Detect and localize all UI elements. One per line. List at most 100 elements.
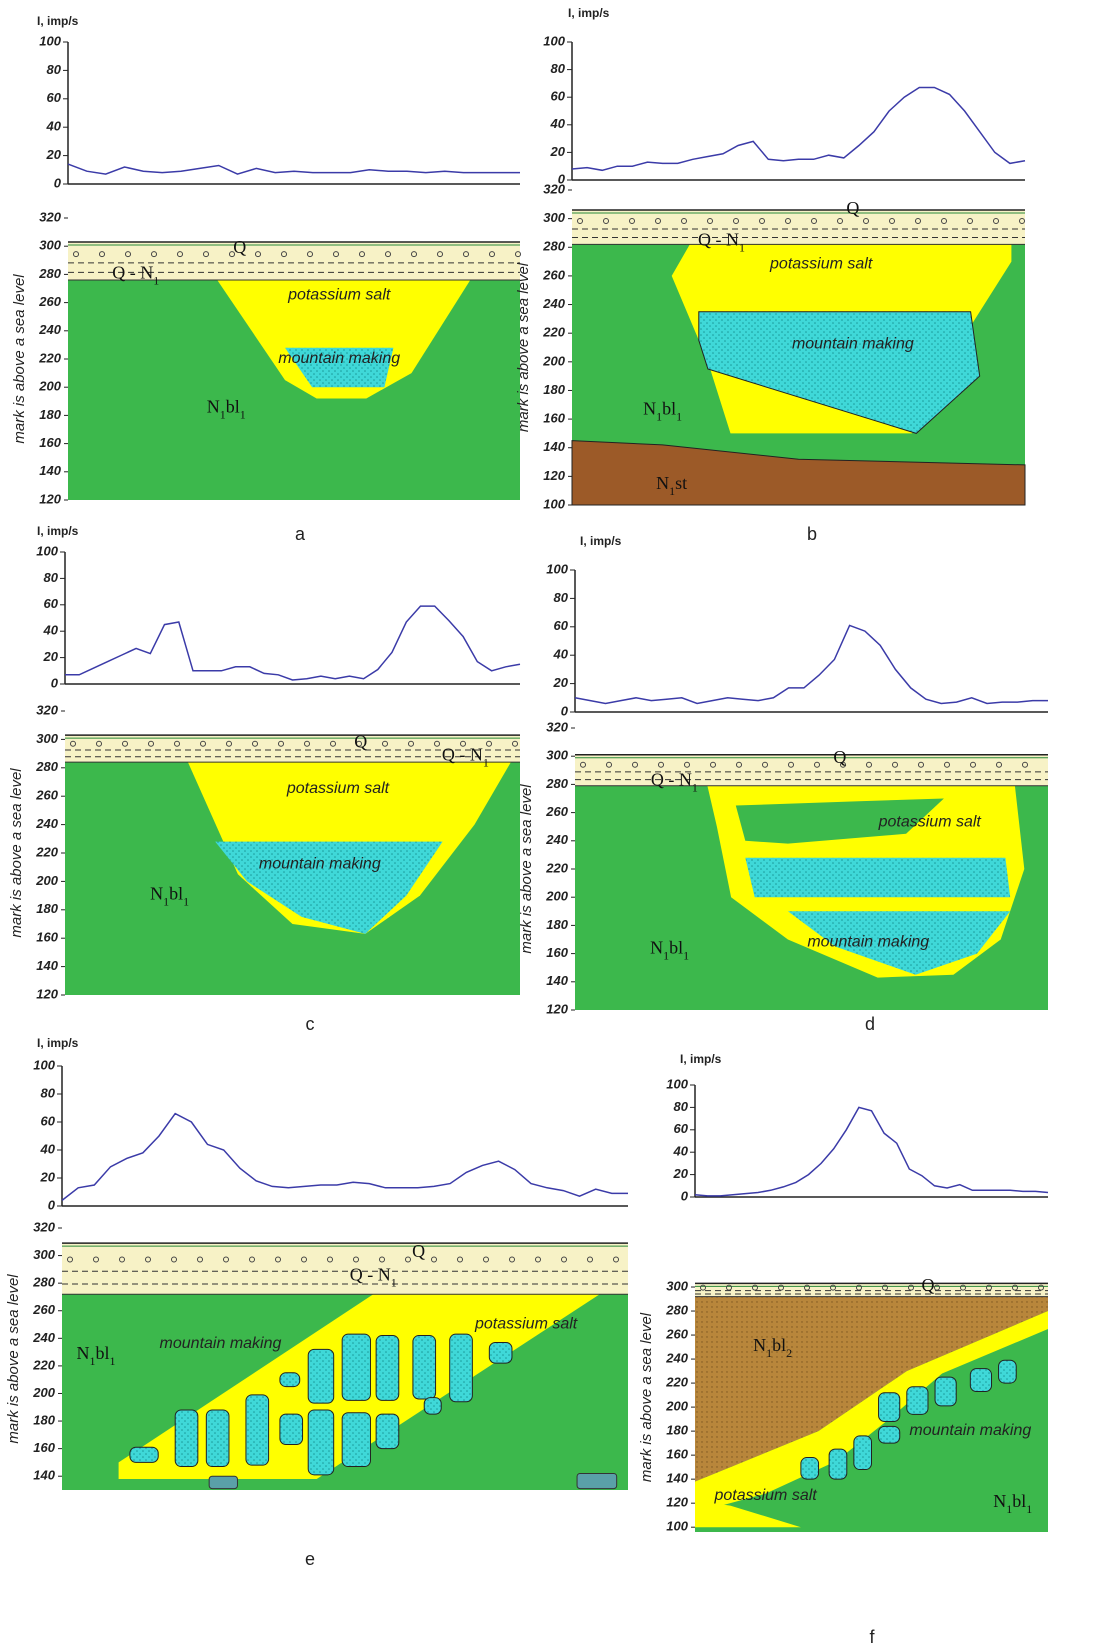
ore-body bbox=[376, 1414, 399, 1448]
label-text: N bbox=[656, 473, 669, 493]
y-tick-label: 20 bbox=[46, 147, 62, 162]
ore-body bbox=[879, 1426, 900, 1443]
label-text: N bbox=[150, 884, 163, 904]
layer-label: potassium salt bbox=[769, 256, 873, 273]
panel-label: b bbox=[807, 524, 817, 544]
y-tick-label: 280 bbox=[545, 776, 568, 791]
y-tick-label: 220 bbox=[665, 1375, 688, 1390]
layer-label: potassium salt bbox=[713, 1487, 817, 1504]
quaternary-layer bbox=[62, 1243, 628, 1294]
ore-body bbox=[209, 1476, 237, 1488]
ore-body bbox=[999, 1360, 1017, 1383]
y-axis-title: mark is above a sea level bbox=[638, 1312, 655, 1482]
panel-label: a bbox=[295, 524, 306, 544]
y-tick-label: 160 bbox=[33, 1440, 55, 1455]
y-tick-label: 160 bbox=[666, 1447, 688, 1462]
y-tick-label: 140 bbox=[33, 1468, 55, 1483]
ore-body bbox=[206, 1410, 229, 1467]
ore-body bbox=[829, 1449, 847, 1479]
ore-body bbox=[246, 1395, 269, 1465]
label-text: Q bbox=[833, 747, 846, 767]
y-tick-label: 200 bbox=[665, 1399, 688, 1414]
layer-label: mountain making bbox=[160, 1335, 282, 1352]
y-tick-label: 60 bbox=[47, 90, 62, 105]
y-tick-label: 60 bbox=[674, 1121, 689, 1136]
label-text: Q bbox=[921, 1275, 934, 1295]
y-axis-title: mark is above a sea level bbox=[8, 768, 25, 938]
ore-body bbox=[577, 1473, 617, 1488]
y-tick-label: 260 bbox=[545, 804, 568, 819]
ore-body bbox=[970, 1369, 991, 1392]
y-tick-label: 100 bbox=[36, 543, 58, 558]
ore-body bbox=[280, 1373, 300, 1387]
subscript: 1 bbox=[109, 1354, 115, 1368]
y-tick-label: 240 bbox=[665, 1351, 688, 1366]
label-text: potassium salt bbox=[474, 1316, 578, 1333]
y-tick-label: 320 bbox=[543, 181, 565, 196]
y-tick-label: 260 bbox=[35, 788, 58, 803]
subscript: 1 bbox=[183, 894, 189, 908]
y-axis-title: I, imp/s bbox=[568, 6, 610, 20]
y-tick-label: 0 bbox=[561, 703, 569, 718]
y-tick-label: 80 bbox=[47, 62, 62, 77]
subscript: 1 bbox=[240, 407, 246, 421]
ore-body bbox=[342, 1334, 370, 1400]
y-tick-label: 300 bbox=[33, 1247, 55, 1262]
label-text: potassium salt bbox=[286, 780, 390, 797]
y-tick-label: 100 bbox=[543, 33, 565, 48]
y-tick-label: 280 bbox=[35, 759, 58, 774]
y-tick-label: 280 bbox=[38, 266, 61, 281]
label-text: Q - N bbox=[651, 770, 692, 790]
y-tick-label: 100 bbox=[543, 496, 565, 511]
y-tick-label: 60 bbox=[41, 1113, 56, 1128]
label-text: Q bbox=[354, 732, 367, 752]
ore-body bbox=[879, 1393, 900, 1422]
label-text: mountain making bbox=[792, 336, 914, 353]
label-text: mountain making bbox=[278, 350, 400, 367]
y-tick-label: 180 bbox=[546, 917, 568, 932]
y-tick-label: 0 bbox=[54, 175, 62, 190]
subscript: 1 bbox=[683, 948, 689, 962]
y-tick-label: 0 bbox=[48, 1197, 56, 1212]
y-axis-title: I, imp/s bbox=[37, 1036, 79, 1050]
y-tick-label: 40 bbox=[550, 116, 566, 131]
quaternary-layer bbox=[695, 1283, 1048, 1296]
y-tick-label: 260 bbox=[32, 1302, 55, 1317]
ore-body bbox=[413, 1336, 436, 1399]
ore-body bbox=[424, 1398, 441, 1415]
y-tick-label: 160 bbox=[39, 435, 61, 450]
y-tick-label: 240 bbox=[35, 816, 58, 831]
y-tick-label: 80 bbox=[41, 1085, 56, 1100]
ore-body bbox=[907, 1387, 928, 1415]
label-text: mountain making bbox=[259, 856, 381, 873]
label-text: N bbox=[207, 396, 220, 416]
y-tick-label: 200 bbox=[545, 889, 568, 904]
y-tick-label: 40 bbox=[46, 119, 62, 134]
y-tick-label: 120 bbox=[36, 986, 58, 1001]
label-text: Q - N bbox=[698, 230, 739, 250]
ore-body bbox=[854, 1436, 872, 1470]
rock-body bbox=[745, 858, 1010, 898]
label-text: st bbox=[675, 473, 687, 493]
label-text: mountain making bbox=[160, 1335, 282, 1352]
subscript: 1 bbox=[692, 780, 698, 794]
y-tick-label: 320 bbox=[546, 719, 568, 734]
y-tick-label: 100 bbox=[39, 33, 61, 48]
y-tick-label: 280 bbox=[542, 239, 565, 254]
layer-label: Q bbox=[921, 1275, 934, 1295]
label-text: N bbox=[993, 1491, 1006, 1511]
data-line bbox=[575, 625, 1048, 703]
y-axis-title: mark is above a sea level bbox=[5, 1274, 22, 1444]
y-axis-title: mark is above a sea level bbox=[11, 274, 28, 444]
y-axis-title: I, imp/s bbox=[680, 1052, 722, 1066]
label-text: N bbox=[650, 937, 663, 957]
layer-label: mountain making bbox=[792, 336, 914, 353]
y-tick-label: 140 bbox=[666, 1471, 688, 1486]
y-tick-label: 200 bbox=[32, 1385, 55, 1400]
layer-label: Q bbox=[833, 747, 846, 767]
y-tick-label: 200 bbox=[35, 873, 58, 888]
label-text: N bbox=[643, 399, 656, 419]
y-tick-label: 100 bbox=[33, 1057, 55, 1072]
label-text: bl bbox=[1012, 1491, 1026, 1511]
layer-label: Q bbox=[846, 198, 859, 218]
